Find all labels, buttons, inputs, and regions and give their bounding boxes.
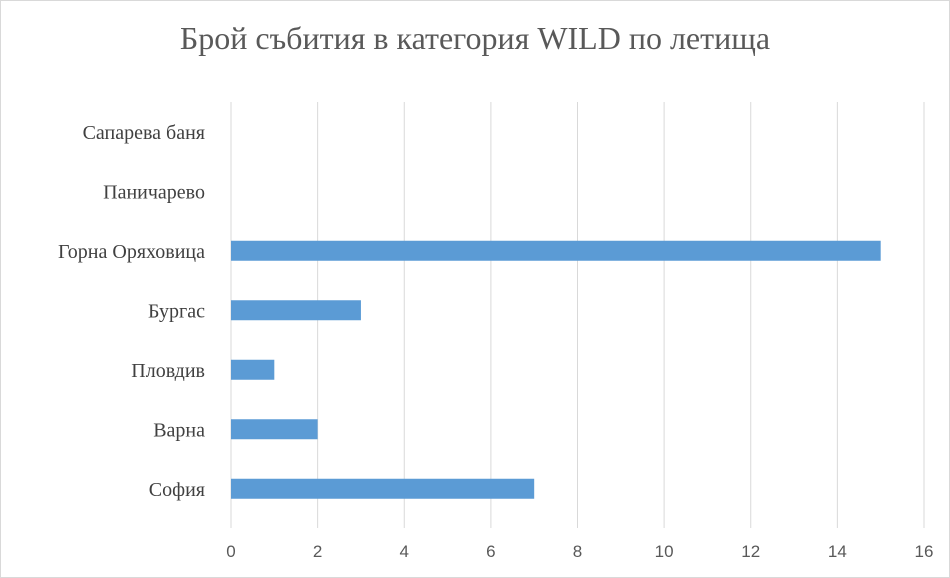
x-tick-label: 14 <box>828 542 847 561</box>
bar <box>231 359 275 380</box>
x-tick-label: 10 <box>655 542 674 561</box>
category-labels: София Варна Пловдив Бургас Горна Оряховица Па… <box>58 122 205 501</box>
category-label: Сапарева баня <box>83 122 205 144</box>
category-label: София <box>149 479 205 501</box>
x-tick-label: 6 <box>486 542 495 561</box>
x-tick-label: 0 <box>226 542 235 561</box>
category-label: Паничарево <box>103 181 205 203</box>
bars <box>231 240 881 499</box>
x-tick-label: 8 <box>573 542 582 561</box>
x-tick-label: 12 <box>741 542 760 561</box>
x-tick-label: 4 <box>400 542 409 561</box>
bar <box>231 419 318 440</box>
bar <box>231 300 361 321</box>
bar <box>231 478 535 499</box>
chart-title: Брой събития в категория WILD по летища <box>179 20 771 56</box>
category-label: Пловдив <box>131 360 205 382</box>
x-tick-label: 2 <box>313 542 322 561</box>
category-label: Бургас <box>148 300 205 322</box>
category-label: Горна Оряховица <box>58 241 205 263</box>
bar <box>231 240 881 261</box>
x-tick-label: 16 <box>915 542 934 561</box>
category-label: Варна <box>153 419 205 441</box>
gridlines <box>230 102 925 528</box>
x-tick-labels: 0 2 4 6 8 10 12 14 16 <box>226 542 933 561</box>
